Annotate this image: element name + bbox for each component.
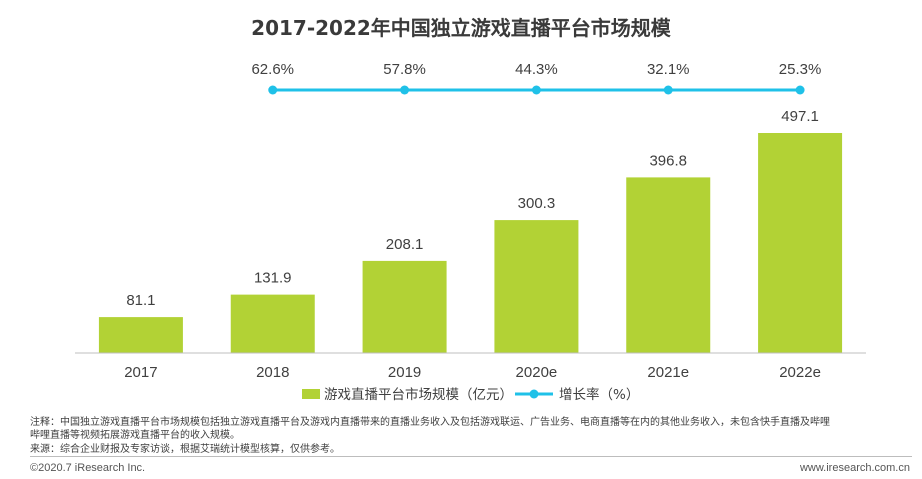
source-text: 来源：综合企业财报及专家访谈，根据艾瑞统计模型核算，仅供参考。 <box>30 444 340 455</box>
x-tick-label-2019: 2019 <box>388 364 421 381</box>
bar-value-label-2020e: 300.3 <box>518 195 556 212</box>
growth-label-2020e: 44.3% <box>515 61 558 78</box>
note-line-2: 哔哩直播等视频拓展游戏直播平台的收入规模。 <box>30 430 240 441</box>
x-tick-label-2018: 2018 <box>256 364 289 381</box>
bar-value-label-2017: 81.1 <box>126 292 155 309</box>
growth-point-2021e <box>663 85 673 95</box>
growth-point-2022e <box>795 85 805 95</box>
bar-value-label-2022e: 497.1 <box>781 108 819 125</box>
growth-label-2022e: 25.3% <box>779 61 822 78</box>
footer-divider <box>30 456 912 457</box>
bar-2021e <box>626 177 711 353</box>
bar-2022e <box>758 133 843 353</box>
legend: 游戏直播平台市场规模（亿元） 增长率（%） <box>302 386 639 403</box>
legend-line-label: 增长率（%） <box>559 386 639 403</box>
bar-2017 <box>98 317 183 353</box>
growth-label-2018: 62.6% <box>251 61 294 78</box>
bar-2020e <box>494 220 579 353</box>
x-tick-label-2017: 2017 <box>124 364 157 381</box>
x-tick-label-2022e: 2022e <box>779 364 821 381</box>
website-link[interactable]: www.iresearch.com.cn <box>799 462 910 474</box>
legend-line-marker <box>529 389 539 399</box>
legend-bar-label: 游戏直播平台市场规模（亿元） <box>324 386 513 403</box>
copyright-text: ©2020.7 iResearch Inc. <box>30 462 146 474</box>
legend-bar-swatch <box>302 389 320 399</box>
bar-2018 <box>230 294 315 353</box>
note-line-1: 注释：中国独立游戏直播平台市场规模包括独立游戏直播平台及游戏内直播带来的直播业务… <box>30 417 830 428</box>
growth-point-2020e <box>531 85 541 95</box>
growth-point-2018 <box>268 85 278 95</box>
bars-layer: 81.1 131.9 208.1 300.3 396.8 497.1 <box>98 108 843 353</box>
growth-label-2021e: 32.1% <box>647 61 690 78</box>
bar-value-label-2019: 208.1 <box>386 236 424 253</box>
growth-point-2019 <box>400 85 410 95</box>
note-text: 注释：中国独立游戏直播平台市场规模包括独立游戏直播平台及游戏内直播带来的直播业务… <box>30 416 920 442</box>
growth-line-layer: 62.6% 57.8% 44.3% 32.1% 25.3% <box>251 61 821 95</box>
x-tick-labels: 2017 2018 2019 2020e 2021e 2022e <box>124 364 821 381</box>
growth-label-2019: 57.8% <box>383 61 426 78</box>
x-tick-label-2020e: 2020e <box>516 364 558 381</box>
x-tick-label-2021e: 2021e <box>647 364 689 381</box>
bar-value-label-2021e: 396.8 <box>649 152 687 169</box>
bar-value-label-2018: 131.9 <box>254 270 292 287</box>
bar-2019 <box>362 260 447 353</box>
chart-title: 2017-2022年中国独立游戏直播平台市场规模 <box>251 16 672 40</box>
